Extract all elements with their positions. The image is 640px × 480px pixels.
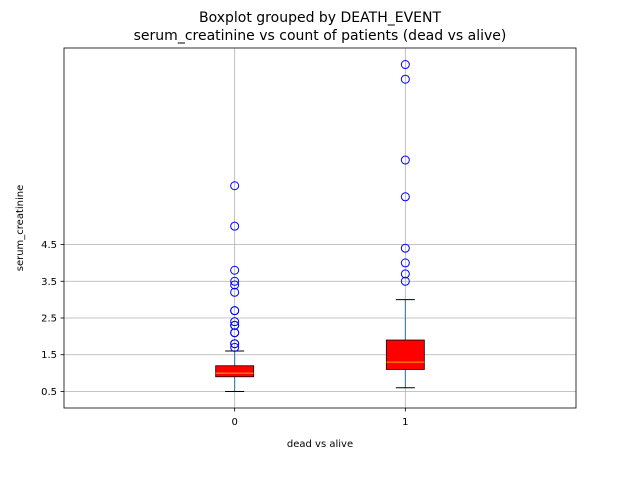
outlier-point — [230, 265, 240, 275]
outlier-point — [400, 276, 410, 286]
y-tick-label: 2.5 — [41, 314, 57, 325]
outlier-point — [400, 192, 410, 202]
x-axis-label: dead vs alive — [287, 439, 353, 450]
outlier-point — [400, 258, 410, 268]
outlier-point — [400, 60, 410, 70]
box-group-1 — [385, 60, 425, 389]
outlier-point — [230, 221, 240, 231]
plot-area-frame — [63, 47, 577, 409]
outlier-point — [230, 280, 240, 290]
y-tick-label: 3.5 — [41, 277, 57, 288]
y-tick-label: 0.5 — [41, 387, 57, 398]
outlier-point — [400, 155, 410, 165]
outlier-point — [230, 328, 240, 338]
outlier-point — [230, 317, 240, 327]
boxes-group — [215, 60, 425, 392]
outlier-point — [400, 243, 410, 253]
outlier-point — [400, 269, 410, 279]
outlier-point — [230, 276, 240, 286]
outlier-point — [400, 74, 410, 84]
chart-title-line-1: Boxplot grouped by DEATH_EVENT — [199, 10, 441, 26]
y-axis-label: serum_creatinine — [15, 185, 26, 272]
box-group-0 — [215, 181, 255, 392]
grid-lines — [64, 48, 576, 408]
x-tick-label: 0 — [231, 417, 237, 428]
y-tick-label: 4.5 — [41, 240, 57, 251]
iqr-box — [385, 339, 425, 370]
iqr-box — [215, 365, 255, 378]
outlier-point — [230, 320, 240, 330]
outlier-point — [230, 287, 240, 297]
outlier-point — [230, 339, 240, 349]
chart-title-line-2: serum_creatinine vs count of patients (d… — [134, 28, 507, 44]
outlier-point — [230, 306, 240, 316]
outlier-point — [230, 181, 240, 191]
y-tick-label: 1.5 — [41, 350, 57, 361]
outlier-point — [230, 342, 240, 352]
x-tick-label: 1 — [402, 417, 408, 428]
axis-ticks: 0.5 1.5 2.5 3.5 4.5 0 1 — [41, 240, 408, 428]
